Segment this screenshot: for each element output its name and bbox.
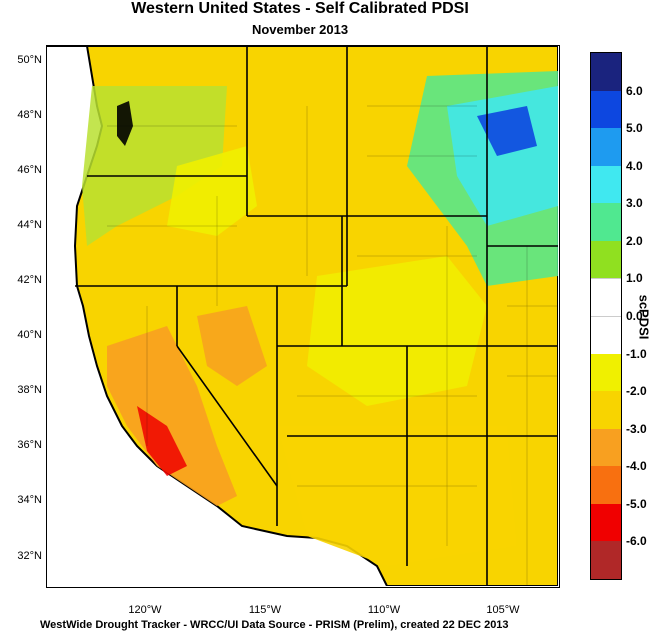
legend-bin xyxy=(591,428,621,467)
legend-label: 0.0 xyxy=(626,309,643,323)
puget-sound xyxy=(117,101,133,146)
footer-credit: WestWide Drought Tracker - WRCC/UI Data … xyxy=(40,619,509,631)
legend-bin xyxy=(591,90,621,129)
legend-label: 6.0 xyxy=(626,83,643,98)
legend-bin xyxy=(591,541,621,579)
legend-label: -4.0 xyxy=(626,459,647,474)
region-montana-extremewet xyxy=(477,106,537,156)
county-boundaries xyxy=(107,105,558,586)
legend-label: -3.0 xyxy=(626,421,647,436)
state-boundaries xyxy=(75,46,558,586)
legend-bin xyxy=(591,353,621,392)
legend-bin xyxy=(591,53,621,91)
legend-label: 2.0 xyxy=(626,233,643,248)
legend-label: -6.0 xyxy=(626,534,647,549)
lat-tick-46: 46°N xyxy=(17,164,42,176)
region-nevada-severe xyxy=(197,306,267,386)
region-california-severe xyxy=(107,326,237,506)
legend-bin xyxy=(591,466,621,504)
lat-tick-36: 36°N xyxy=(17,439,42,451)
legend-bin xyxy=(591,391,621,429)
lon-tick-120: 120°W xyxy=(128,604,162,616)
legend-bin xyxy=(591,503,621,542)
legend-bin xyxy=(591,240,621,279)
pdsi-map-svg xyxy=(47,46,559,587)
lon-tick-110: 110°W xyxy=(367,604,401,616)
lon-tick-115: 115°W xyxy=(248,604,282,616)
legend-label: -1.0 xyxy=(626,346,647,361)
lat-tick-44: 44°N xyxy=(17,219,42,231)
lon-tick-105: 105°W xyxy=(486,604,520,616)
legend-label: -5.0 xyxy=(626,496,647,511)
map-title: Western United States - Self Calibrated … xyxy=(131,0,469,17)
region-pnw-moderate xyxy=(167,146,257,236)
lat-tick-40: 40°N xyxy=(17,329,42,341)
legend-title: scPDSI xyxy=(636,294,652,340)
legend-label: 3.0 xyxy=(626,196,643,211)
legend-bin xyxy=(591,278,621,317)
legend-label: 1.0 xyxy=(626,271,643,286)
pdsi-map xyxy=(46,45,560,588)
legend-bin xyxy=(591,203,621,241)
region-southwest-dry xyxy=(277,426,517,566)
region-central-moderate xyxy=(307,256,487,406)
legend-label: 4.0 xyxy=(626,158,643,173)
lat-tick-50: 50°N xyxy=(17,54,42,66)
lat-tick-48: 48°N xyxy=(17,109,42,121)
legend-colorbar xyxy=(590,52,622,580)
lat-tick-42: 42°N xyxy=(17,274,42,286)
legend-bin xyxy=(591,128,621,166)
region-california-extreme xyxy=(137,406,187,476)
lat-tick-34: 34°N xyxy=(17,494,42,506)
legend-label: -2.0 xyxy=(626,384,647,399)
legend-bin xyxy=(591,165,621,204)
map-subtitle: November 2013 xyxy=(251,22,349,37)
lat-tick-32: 32°N xyxy=(17,550,42,562)
legend-bin xyxy=(591,316,621,355)
legend-label: 5.0 xyxy=(626,121,643,136)
lat-tick-38: 38°N xyxy=(17,384,42,396)
